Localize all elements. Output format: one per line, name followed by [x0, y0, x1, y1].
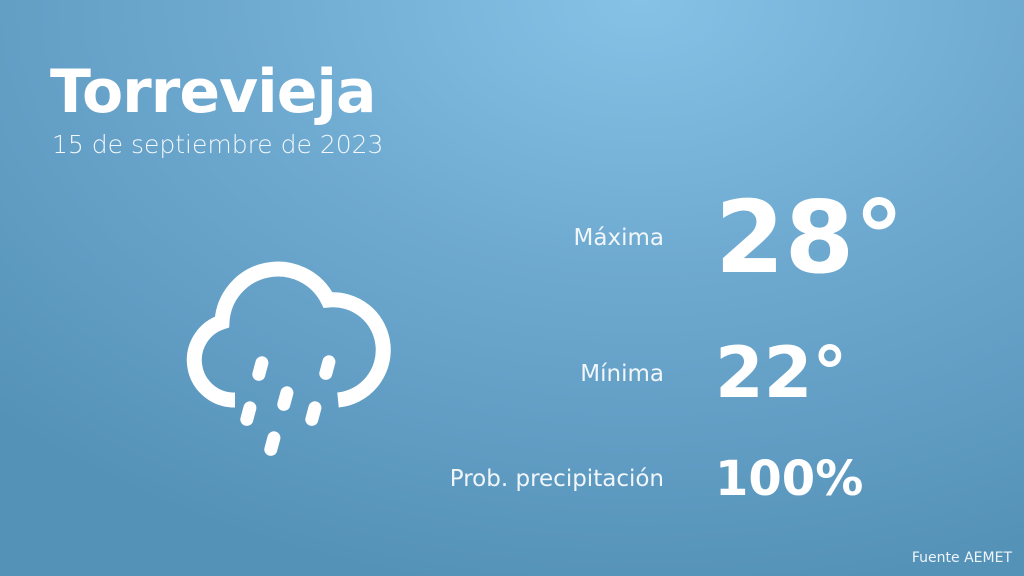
date-subtitle: 15 de septiembre de 2023 — [52, 130, 384, 159]
min-value: 22° — [715, 332, 848, 414]
precip-label: Prob. precipitación — [449, 466, 664, 492]
max-value: 28° — [715, 179, 905, 296]
min-label: Mínima — [580, 361, 664, 387]
precip-value: 100% — [715, 451, 864, 507]
city-title: Torrevieja — [50, 57, 376, 127]
max-label: Máxima — [573, 225, 664, 251]
source-footer: Fuente AEMET — [911, 550, 1012, 566]
